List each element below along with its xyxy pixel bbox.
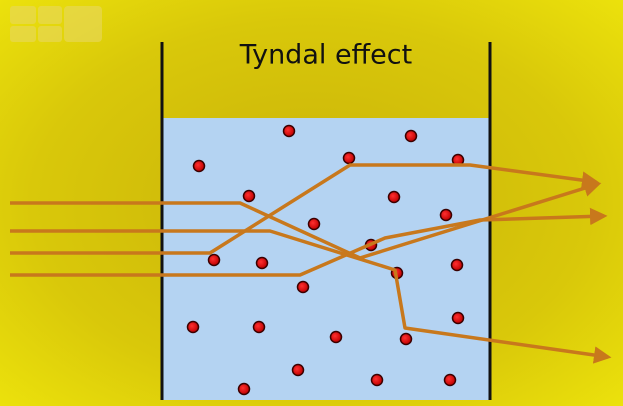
- tiles: [10, 6, 102, 42]
- title: Tyndal effect: [239, 40, 412, 71]
- diagram: Tyndal effect: [0, 0, 623, 406]
